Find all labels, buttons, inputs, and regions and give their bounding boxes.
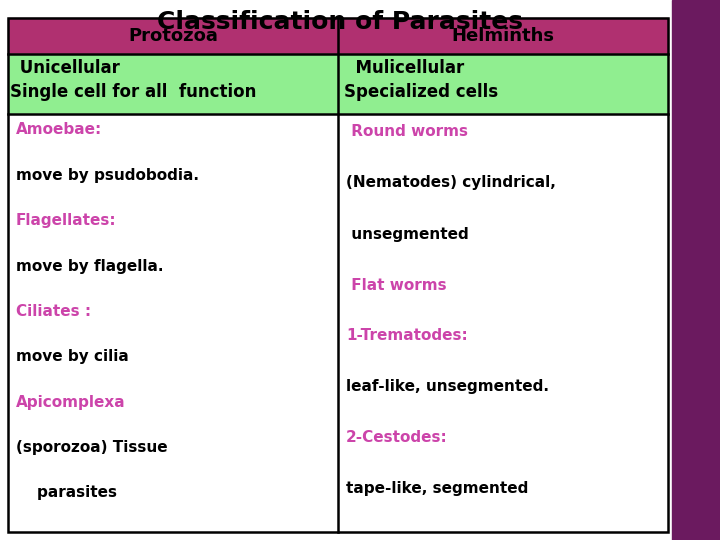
Text: Helminths: Helminths <box>451 27 554 45</box>
Text: (sporozoa) Tissue: (sporozoa) Tissue <box>16 440 168 455</box>
Text: Classification of Parasites: Classification of Parasites <box>157 10 523 34</box>
Bar <box>338 18 668 54</box>
Text: unsegmented: unsegmented <box>346 226 469 241</box>
Bar <box>8 114 338 532</box>
Text: tape-like, segmented: tape-like, segmented <box>346 482 528 496</box>
Text: (Nematodes) cylindrical,: (Nematodes) cylindrical, <box>346 176 556 191</box>
Text: Round worms: Round worms <box>346 125 468 139</box>
Text: leaf-like, unsegmented.: leaf-like, unsegmented. <box>346 380 549 395</box>
Text: Ciliates :: Ciliates : <box>16 304 91 319</box>
Bar <box>338 114 668 532</box>
Text: Flagellates:: Flagellates: <box>16 213 117 228</box>
Bar <box>8 18 338 54</box>
Text: 1-Trematodes:: 1-Trematodes: <box>346 328 468 343</box>
Bar <box>8 54 338 114</box>
Bar <box>672 0 720 540</box>
Bar <box>338 54 668 114</box>
Text: Mulicellular: Mulicellular <box>344 59 464 77</box>
Text: move by psudobodia.: move by psudobodia. <box>16 168 199 183</box>
Text: Flat worms: Flat worms <box>346 278 446 293</box>
Text: Apicomplexa: Apicomplexa <box>16 395 125 409</box>
Text: Specialized cells: Specialized cells <box>344 83 498 101</box>
Text: move by flagella.: move by flagella. <box>16 259 163 273</box>
Text: parasites: parasites <box>16 485 117 500</box>
Text: Unicellular: Unicellular <box>14 59 120 77</box>
Text: Single cell for all  function: Single cell for all function <box>10 83 256 101</box>
Text: Protozoa: Protozoa <box>128 27 218 45</box>
Text: Amoebae:: Amoebae: <box>16 123 102 138</box>
Text: move by cilia: move by cilia <box>16 349 129 364</box>
Text: 2-Cestodes:: 2-Cestodes: <box>346 430 448 445</box>
